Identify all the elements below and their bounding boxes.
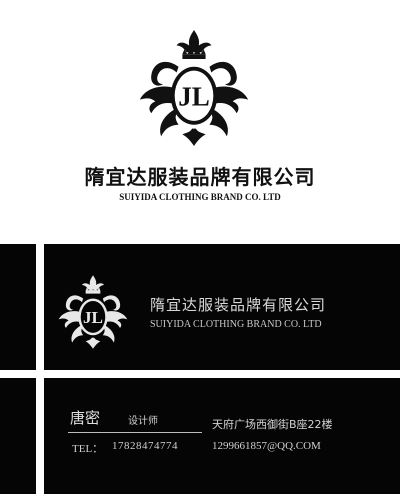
business-card-front: JL 隋宜达服装品牌有限公司 SUIYIDA CLOTHING BRAND CO…	[0, 0, 400, 232]
logo-monogram: JL	[178, 81, 210, 111]
tel-number: 17828474774	[112, 440, 178, 452]
person-role: 设计师	[128, 416, 158, 427]
name-divider	[68, 432, 202, 433]
tel-label: TEL：	[72, 443, 104, 455]
panel-top-left	[0, 244, 36, 370]
panel-bottom-right	[44, 378, 400, 494]
damask-logo-icon: JL	[58, 275, 128, 349]
company-name-en: SUIYIDA CLOTHING BRAND CO. LTD	[150, 319, 322, 330]
person-name: 唐密	[70, 409, 101, 427]
company-name-cn: 隋宜达服装品牌有限公司	[150, 296, 327, 314]
logo-monogram: JL	[83, 308, 103, 327]
panel-bottom-left	[0, 378, 36, 494]
address: 天府广场西御街B座22楼	[212, 418, 333, 431]
damask-logo-icon: JL	[139, 30, 249, 146]
company-name-cn: 隋宜达服装品牌有限公司	[84, 165, 316, 189]
company-name-en: SUIYIDA CLOTHING BRAND CO. LTD	[119, 192, 281, 202]
email: 1299661857@QQ.COM	[212, 440, 321, 452]
business-card-back: JL 隋宜达服装品牌有限公司 SUIYIDA CLOTHING BRAND CO…	[0, 244, 400, 494]
